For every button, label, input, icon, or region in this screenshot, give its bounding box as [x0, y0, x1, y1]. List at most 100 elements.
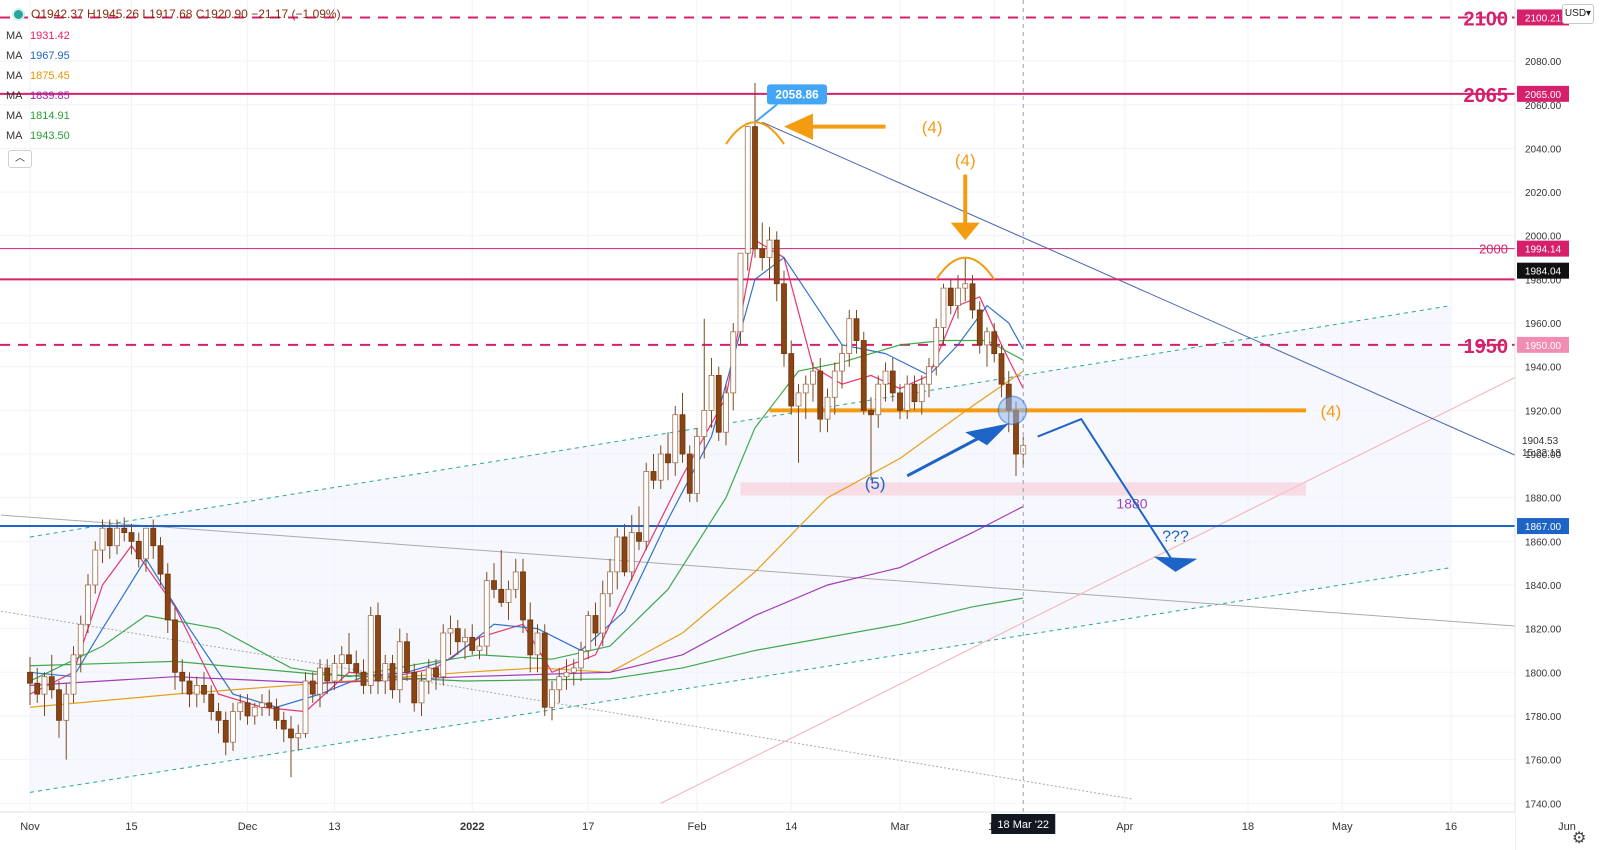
wave5-circle — [997, 395, 1028, 426]
chevron-up-icon[interactable]: ︿ — [8, 150, 32, 168]
candle-body — [317, 667, 323, 695]
time-axis-tick: 18 — [1242, 821, 1254, 833]
candle-body — [643, 471, 650, 542]
candle-body — [56, 689, 62, 721]
candle-body — [367, 615, 374, 686]
wave4-label: (4) — [955, 151, 976, 170]
candle-body — [976, 309, 983, 346]
peak-callout-pointer — [754, 103, 778, 124]
candle-body — [389, 663, 396, 691]
candle-body — [527, 619, 534, 656]
candle-body — [752, 126, 758, 250]
price-axis-tick: 1920.00 — [1525, 406, 1562, 417]
candle-body — [969, 283, 976, 311]
candle-body — [172, 619, 178, 673]
candle-body — [940, 287, 947, 328]
candle-body — [157, 545, 164, 575]
price-axis-tag-label: 1867.00 — [1525, 522, 1562, 533]
moving-average-line — [29, 339, 1024, 682]
candle-body — [563, 671, 570, 678]
price-axis-tick: 1960.00 — [1525, 319, 1562, 330]
candle-body — [512, 571, 519, 590]
candle-body — [34, 682, 41, 695]
candle-body — [63, 693, 70, 721]
candle-body — [27, 671, 33, 684]
candle-body — [99, 527, 106, 551]
time-axis-tick: May — [1332, 821, 1353, 833]
ma-legend-label: MA — [6, 50, 23, 62]
candle-body — [889, 370, 896, 394]
ma-legend-row: MA 1931.42 — [6, 26, 341, 46]
price-axis-tag-label: 2065.00 — [1525, 90, 1562, 101]
candle-body — [694, 436, 700, 494]
candle-body — [897, 392, 903, 411]
candle-body — [396, 641, 403, 691]
candle-body — [592, 615, 599, 634]
candle-body — [846, 318, 853, 355]
candle-body — [353, 663, 360, 673]
candle-body — [737, 252, 744, 333]
price-axis-tag — [1517, 240, 1569, 257]
candle-body — [273, 706, 280, 721]
price-axis-tick: 1880.00 — [1525, 494, 1562, 505]
time-axis-tick: 16 — [1445, 821, 1457, 833]
candle-body — [831, 370, 838, 398]
candle-body — [534, 632, 541, 656]
candle-body — [208, 693, 215, 712]
peak-callout-box — [767, 84, 827, 105]
crosshair-date-label: 18 Mar '22 — [997, 819, 1049, 831]
price-axis-tag-label: 1950.00 — [1525, 341, 1562, 352]
currency-selector[interactable]: USD▾ — [1562, 4, 1594, 24]
candle-body — [520, 571, 526, 621]
candle-body — [708, 375, 715, 411]
candle-body — [179, 671, 186, 682]
candle-body — [106, 527, 113, 547]
candle-body — [947, 287, 954, 306]
candle-body — [788, 353, 795, 407]
wave4-arc-left — [725, 121, 785, 145]
candle-body — [868, 409, 874, 416]
candle-body — [541, 632, 548, 708]
candle-body — [295, 733, 302, 739]
candle-body — [462, 636, 468, 643]
candle-body — [469, 636, 476, 651]
candle-body — [70, 654, 77, 695]
candle-body — [121, 527, 128, 534]
candle-body — [998, 353, 1005, 385]
grey-trend-line — [0, 514, 1582, 632]
price-axis-tick: 2060.00 — [1525, 101, 1562, 112]
candle-body — [375, 615, 381, 682]
candle-body — [817, 370, 824, 420]
candle-body — [114, 527, 120, 547]
ma-legend-label: MA — [6, 90, 23, 102]
support-zone-label: 1880 — [1116, 496, 1147, 512]
candle-body — [215, 711, 222, 721]
candle-body — [309, 680, 316, 695]
candle-body — [41, 676, 48, 695]
candle-body — [715, 375, 722, 433]
candle-body — [911, 383, 918, 403]
peak-callout-label: 2058.86 — [775, 87, 819, 101]
candle-body — [759, 248, 766, 258]
ma-legend-value: 1943.50 — [30, 130, 70, 142]
candle-body — [904, 383, 911, 411]
candle-body — [860, 340, 867, 411]
ma-legend-row: MA 1967.95 — [6, 46, 341, 66]
candle-body — [302, 680, 309, 734]
gear-icon[interactable]: ⚙ — [1572, 830, 1587, 847]
candle-body — [810, 370, 816, 385]
price-axis-tick: 1980.00 — [1525, 275, 1562, 286]
current-price-label: 1904.53 — [1522, 436, 1559, 447]
candle-body — [251, 706, 258, 717]
candle-body — [128, 532, 135, 542]
time-axis-tick: 14 — [785, 821, 797, 833]
grey-dotted-trend-line — [0, 610, 1133, 800]
candle-body — [288, 728, 294, 739]
price-axis-tick: 2000.00 — [1525, 232, 1562, 243]
candle-body — [411, 671, 418, 704]
currency-label: USD — [1564, 8, 1587, 19]
candle-body — [918, 383, 925, 403]
time-axis-tick: Feb — [688, 821, 707, 833]
wave5-arrow-head — [965, 423, 1009, 446]
